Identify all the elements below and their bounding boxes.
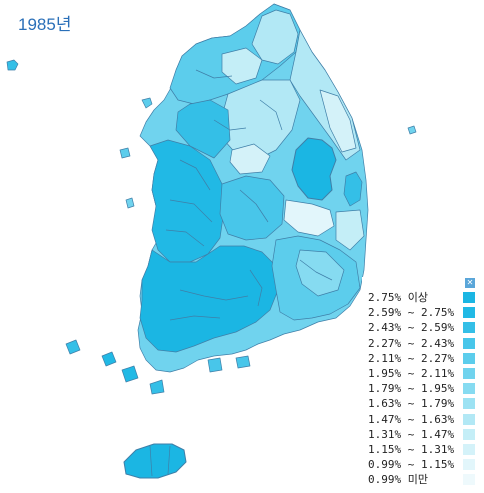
legend-swatch bbox=[463, 337, 475, 349]
legend-swatch bbox=[463, 322, 475, 334]
jeju-inner-lines bbox=[149, 445, 171, 477]
inland-dark bbox=[291, 137, 337, 201]
legend-item: 2.43% ~ 2.59% bbox=[368, 320, 480, 335]
legend-swatch bbox=[463, 352, 475, 364]
legend-label: 2.75% 이상 bbox=[368, 291, 428, 304]
legend-item: 1.15% ~ 1.31% bbox=[368, 442, 480, 457]
legend-item: 1.47% ~ 1.63% bbox=[368, 412, 480, 427]
year-panel: 1985년 bbox=[0, 0, 160, 40]
legend-swatch bbox=[463, 413, 475, 425]
southwest-dark bbox=[139, 245, 279, 353]
legend-item: 2.75% 이상 bbox=[368, 290, 480, 305]
mideast-pale bbox=[283, 199, 335, 237]
legend-label: 2.27% ~ 2.43% bbox=[368, 336, 455, 350]
west-islet-3 bbox=[125, 197, 135, 209]
legend-item: 2.11% ~ 2.27% bbox=[368, 351, 480, 366]
legend-item: 1.63% ~ 1.79% bbox=[368, 396, 480, 411]
east-islet bbox=[407, 125, 417, 135]
legend-label: 1.15% ~ 1.31% bbox=[368, 443, 455, 456]
south-islet-4 bbox=[149, 379, 165, 395]
south-islet-2 bbox=[101, 351, 117, 367]
legend-label: 1.79% ~ 1.95% bbox=[368, 382, 455, 396]
legend-item: 2.27% ~ 2.43% bbox=[368, 336, 480, 351]
north-pale-2 bbox=[221, 47, 263, 85]
east-dark bbox=[343, 171, 363, 207]
legend-label: 0.99% 미만 bbox=[368, 473, 428, 487]
legend-item: 0.99% ~ 1.15% bbox=[368, 457, 480, 472]
south-islet-5 bbox=[207, 357, 223, 373]
legend-swatch bbox=[463, 444, 475, 455]
legend-label: 1.95% ~ 2.11% bbox=[368, 367, 455, 380]
central-pale bbox=[229, 143, 271, 175]
legend-swatch bbox=[463, 398, 475, 410]
west-islet-1 bbox=[141, 97, 153, 109]
northeast-pale bbox=[251, 9, 299, 65]
district-lines bbox=[165, 69, 333, 321]
legend-label: 1.31% ~ 1.47% bbox=[368, 427, 455, 441]
legend-swatch bbox=[463, 459, 475, 471]
mideast-pale-2 bbox=[335, 209, 365, 251]
year-label: 1985년 bbox=[18, 15, 72, 34]
legend-item: 1.79% ~ 1.95% bbox=[368, 381, 480, 396]
close-icon[interactable]: ✕ bbox=[465, 278, 475, 288]
jeju-island bbox=[123, 443, 187, 479]
legend-swatch bbox=[463, 428, 475, 440]
center-mid bbox=[219, 175, 285, 241]
south-islet-3 bbox=[121, 365, 139, 383]
legend-swatch bbox=[463, 474, 475, 486]
ulleung-island bbox=[6, 59, 19, 71]
legend-swatch bbox=[463, 368, 475, 379]
legend-swatch bbox=[463, 292, 475, 303]
legend-label: 2.59% ~ 2.75% bbox=[368, 306, 455, 320]
legend-item: 1.95% ~ 2.11% bbox=[368, 366, 480, 381]
west-mid bbox=[175, 99, 231, 159]
legend-item: 2.59% ~ 2.75% bbox=[368, 305, 480, 320]
legend-label: 0.99% ~ 1.15% bbox=[368, 458, 455, 472]
legend-label: 1.47% ~ 1.63% bbox=[368, 412, 455, 426]
legend-label: 1.63% ~ 1.79% bbox=[368, 397, 455, 411]
east-coast-pale bbox=[319, 89, 357, 153]
southeast-light bbox=[295, 249, 345, 297]
legend-label: 2.11% ~ 2.27% bbox=[368, 351, 455, 365]
legend-item: 1.31% ~ 1.47% bbox=[368, 427, 480, 442]
south-islet-6 bbox=[235, 355, 251, 369]
legend-swatch bbox=[463, 307, 475, 319]
south-islet-1 bbox=[65, 339, 81, 355]
west-islet-2 bbox=[119, 147, 131, 159]
legend-item: 0.99% 미만 bbox=[368, 472, 480, 487]
legend-swatch bbox=[463, 383, 475, 395]
legend-label: 2.43% ~ 2.59% bbox=[368, 321, 455, 335]
